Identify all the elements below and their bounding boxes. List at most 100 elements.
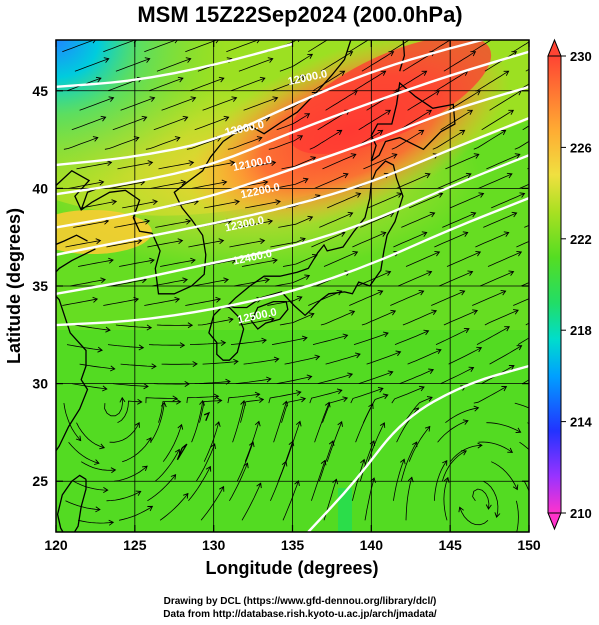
streamline xyxy=(514,402,529,409)
streamline xyxy=(114,465,148,482)
streamline-arrowhead xyxy=(336,289,343,296)
streamline xyxy=(66,344,103,351)
streamline xyxy=(278,216,313,228)
streamline-arrowhead xyxy=(138,344,145,351)
streamline-arrowhead xyxy=(424,172,431,179)
colorbar-ticks: 210 214 218 222 226 230 xyxy=(561,49,592,521)
streamline xyxy=(401,212,435,228)
streamline-arrowhead xyxy=(229,160,236,167)
streamline xyxy=(104,397,123,417)
streamline xyxy=(442,212,476,228)
streamline-arrowhead xyxy=(111,199,118,206)
streamline-arrowhead xyxy=(214,421,221,427)
streamline-arrowhead xyxy=(426,270,433,276)
streamline xyxy=(491,193,525,209)
coast-korea xyxy=(151,141,224,295)
streamline-arrowhead xyxy=(337,420,343,427)
streamline-arrowhead xyxy=(258,397,265,403)
streamline-arrowhead xyxy=(134,422,140,428)
streamline xyxy=(120,97,155,111)
streamline-arrowhead xyxy=(272,96,279,102)
streamline xyxy=(279,313,314,326)
streamline xyxy=(273,178,309,189)
streamline xyxy=(115,324,152,329)
streamline-arrowhead xyxy=(177,423,184,430)
streamline xyxy=(155,220,191,228)
streamline xyxy=(472,488,490,510)
streamline-arrowhead xyxy=(320,459,327,466)
streamline xyxy=(404,396,433,423)
streamline xyxy=(74,324,111,331)
wind-streamlines xyxy=(62,32,545,543)
streamline xyxy=(103,40,136,53)
streamline xyxy=(243,358,279,365)
streamline xyxy=(407,90,440,111)
streamline-arrowhead xyxy=(254,391,261,398)
streamline-arrowhead xyxy=(92,40,96,44)
streamline-arrowhead xyxy=(190,96,197,102)
streamline-arrowhead xyxy=(421,231,428,237)
streamline-arrowhead xyxy=(135,490,142,496)
y-tick-label: 35 xyxy=(32,278,48,294)
streamline-arrowhead xyxy=(106,160,113,167)
streamline-arrowhead xyxy=(213,393,220,400)
streamline xyxy=(68,181,104,189)
streamline xyxy=(119,506,153,521)
streamline xyxy=(349,290,383,306)
streamline-arrowhead xyxy=(177,238,184,245)
streamline-arrowhead xyxy=(355,192,362,198)
streamline xyxy=(520,282,529,287)
streamline xyxy=(358,371,393,384)
streamline-arrowhead xyxy=(259,238,266,245)
streamline xyxy=(191,400,204,443)
streamline xyxy=(282,480,299,521)
streamline xyxy=(522,125,529,131)
streamline-arrowhead xyxy=(508,270,515,276)
streamline-arrowhead xyxy=(144,218,151,225)
streamline xyxy=(162,424,182,462)
streamline xyxy=(487,251,522,267)
streamline-arrowhead xyxy=(108,519,115,526)
streamline-arrowhead xyxy=(459,289,466,296)
streamline-arrowhead xyxy=(478,192,485,198)
streamline-arrowhead xyxy=(500,129,507,136)
streamline xyxy=(115,58,150,72)
streamline-arrowhead xyxy=(92,296,99,303)
streamline-arrowhead xyxy=(147,505,154,512)
streamline-arrowhead xyxy=(428,368,435,374)
streamline xyxy=(235,378,271,384)
streamline-arrowhead xyxy=(248,441,255,448)
streamline-arrowhead xyxy=(507,447,514,453)
streamline xyxy=(309,389,342,404)
streamline xyxy=(445,154,479,170)
streamline-arrowhead xyxy=(459,129,466,136)
streamline-arrowhead xyxy=(108,96,115,102)
streamline-arrowhead xyxy=(540,32,545,36)
streamline xyxy=(519,183,529,189)
streamline xyxy=(405,477,413,521)
streamline xyxy=(227,393,260,404)
streamline xyxy=(76,162,112,170)
streamline xyxy=(322,154,356,170)
coast-honshu xyxy=(227,160,404,317)
streamline xyxy=(244,421,260,462)
streamline xyxy=(73,220,109,228)
streamline-arrowhead xyxy=(307,53,314,59)
streamline-arrowhead xyxy=(105,326,111,333)
streamline xyxy=(312,334,348,345)
streamline xyxy=(144,298,180,306)
streamline-arrowhead xyxy=(506,172,513,179)
streamline xyxy=(473,386,507,404)
streamline xyxy=(325,90,358,111)
coast-amami xyxy=(203,411,211,421)
x-tick-label: 145 xyxy=(438,537,462,553)
streamline xyxy=(112,383,149,387)
height-contour xyxy=(56,116,529,256)
streamline xyxy=(308,40,328,53)
streamline xyxy=(268,135,303,150)
streamline-arrowhead xyxy=(458,506,464,513)
streamline xyxy=(104,137,139,150)
streamline-arrowhead xyxy=(512,538,517,543)
streamline-arrowhead xyxy=(494,512,501,518)
streamline xyxy=(281,398,306,423)
